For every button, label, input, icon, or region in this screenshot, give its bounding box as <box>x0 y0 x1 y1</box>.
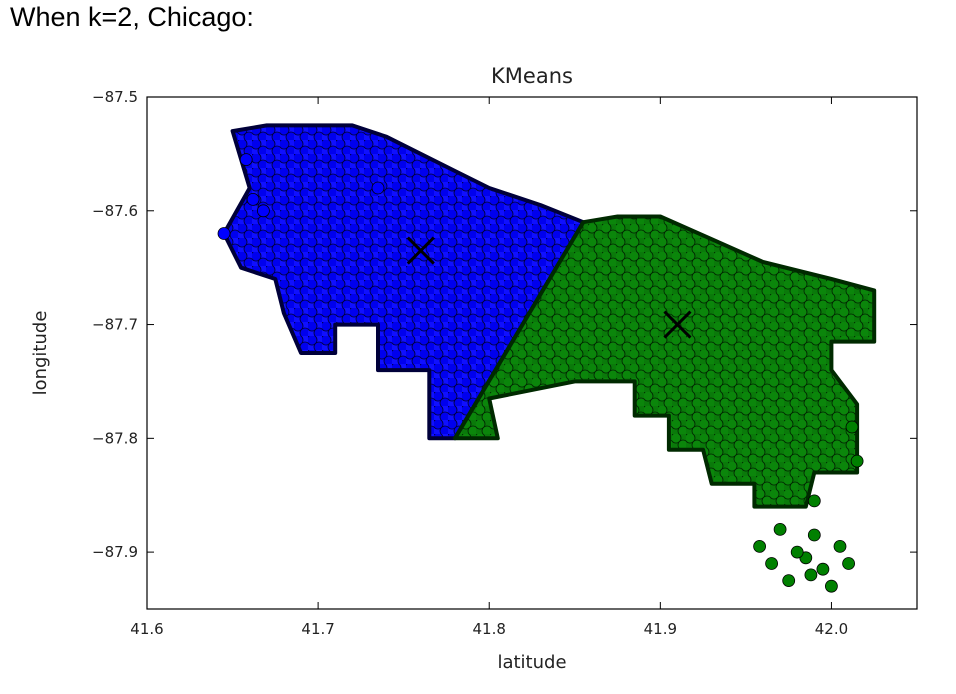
x-tick-label: 41.7 <box>301 620 334 638</box>
x-axis-label: latitude <box>497 652 566 673</box>
scatter-point <box>842 557 855 570</box>
cluster-blue-points <box>222 123 586 441</box>
scatter-point <box>790 545 804 559</box>
scatter-point <box>773 523 787 536</box>
scatter-point <box>371 181 385 195</box>
scatter-point <box>217 227 231 240</box>
y-axis-label: longitude <box>30 311 51 396</box>
scatter-point <box>807 528 821 542</box>
chart-title: KMeans <box>491 64 573 88</box>
y-tick-label: −87.6 <box>92 202 138 220</box>
scatter-point <box>816 562 830 576</box>
y-tick-label: −87.7 <box>92 316 138 334</box>
scatter-point <box>765 557 778 570</box>
scatter-point <box>782 574 796 587</box>
scatter-point <box>845 420 859 434</box>
page-heading: When k=2, Chicago: <box>10 2 254 32</box>
y-tick-label: −87.5 <box>92 88 138 106</box>
x-tick-label: 41.8 <box>473 620 506 638</box>
scatter-point <box>246 192 260 206</box>
x-tick-label: 41.6 <box>130 620 163 638</box>
centroid-green-marker <box>663 310 692 339</box>
x-tick-label: 42.0 <box>815 620 848 638</box>
plot-frame <box>146 96 918 610</box>
scatter-point <box>256 204 270 218</box>
centroid-blue-marker <box>406 236 435 265</box>
y-tick-label: −87.8 <box>92 429 138 447</box>
scatter-point <box>753 540 766 553</box>
cluster-green-points <box>453 214 877 509</box>
scatter-point <box>825 579 838 593</box>
scatter-point <box>850 454 864 468</box>
x-tick-label: 41.9 <box>644 620 677 638</box>
y-tick-label: −87.9 <box>92 543 138 561</box>
scatter-point <box>807 494 821 508</box>
scatter-point <box>239 153 253 167</box>
scatter-point <box>804 568 818 582</box>
scatter-point <box>833 540 847 553</box>
